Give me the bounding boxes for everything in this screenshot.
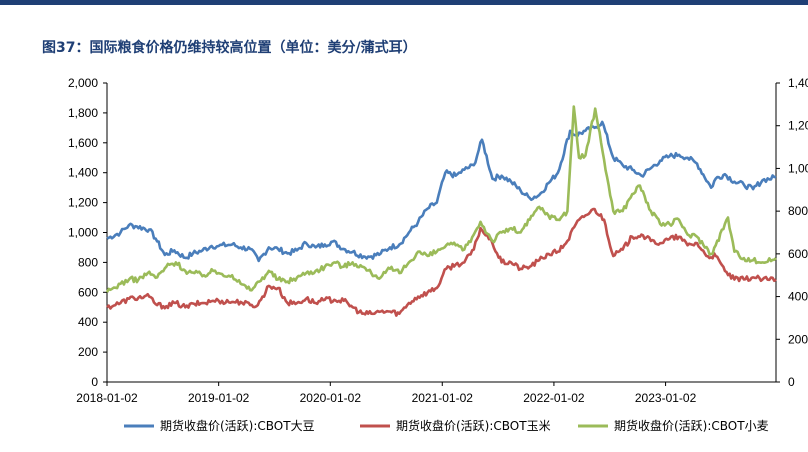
x-tick-label: 2022-01-02: [523, 391, 585, 405]
series-line-1: [106, 120, 777, 263]
x-tick-label: 2020-01-02: [300, 391, 362, 405]
chart-legend: 期货收盘价(活跃):CBOT大豆 期货收盘价(活跃):CBOT玉米 期货收盘价(活跃…: [124, 418, 769, 433]
y-left-tick-label: 200: [78, 345, 98, 359]
y-right-tick-label: 200: [788, 332, 808, 346]
legend-label-1: 期货收盘价(活跃):CBOT大豆: [160, 418, 315, 433]
y-left-tick-label: 1,600: [68, 136, 98, 150]
y-left-tick-label: 1,400: [68, 166, 98, 180]
y-left-tick-label: 400: [78, 315, 98, 329]
y-left-tick-label: 1,800: [68, 106, 98, 120]
legend-label-2: 期货收盘价(活跃):CBOT玉米: [396, 418, 551, 433]
x-tick-label: 2019-01-02: [188, 391, 250, 405]
top-rule: [0, 0, 808, 5]
series-line-3: [105, 105, 777, 293]
y-right-tick-label: 600: [788, 247, 808, 261]
y-right-tick-label: 1,200: [788, 119, 808, 133]
y-left-tick-label: 800: [78, 255, 98, 269]
y-left-tick-label: 1,200: [68, 196, 98, 210]
y-right-tick-label: 400: [788, 290, 808, 304]
series-line-2: [106, 207, 777, 317]
chart-series: [105, 105, 777, 317]
x-tick-label: 2018-01-02: [76, 391, 138, 405]
legend-label-3: 期货收盘价(活跃):CBOT小麦: [614, 418, 769, 433]
y-right-tick-label: 0: [788, 375, 795, 389]
y-left-tick-label: 600: [78, 285, 98, 299]
x-tick-label: 2023-01-02: [635, 391, 697, 405]
y-left-tick-label: 0: [91, 375, 98, 389]
chart-title: 图37：国际粮食价格仍维持较高位置（单位：美分/蒲式耳）: [42, 40, 417, 56]
x-tick-label: 2021-01-02: [412, 391, 474, 405]
y-left-tick-label: 2,000: [68, 76, 98, 90]
chart-axes: 0 200 400 600 800 1,000 1,200 1,400 1,600 1,800 2,…: [68, 76, 808, 405]
y-right-tick-label: 1,000: [788, 161, 808, 175]
y-left-tick-label: 1,000: [68, 226, 98, 240]
y-right-tick-label: 800: [788, 204, 808, 218]
y-right-tick-label: 1,400: [788, 76, 808, 90]
